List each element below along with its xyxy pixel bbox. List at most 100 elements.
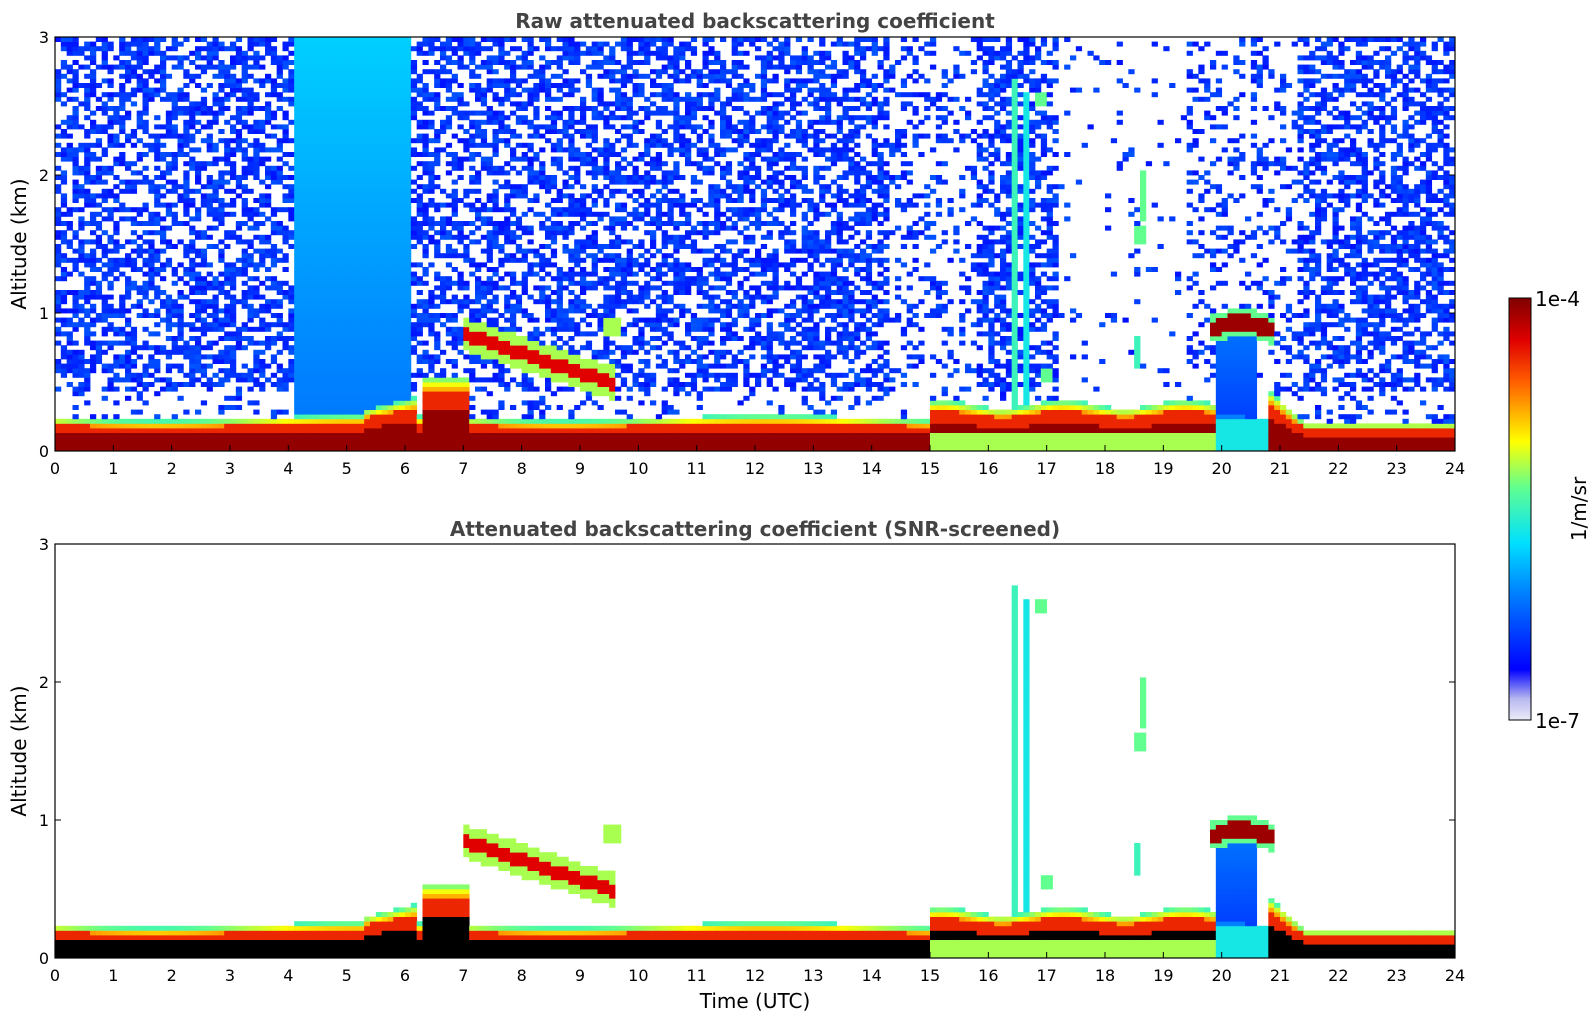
heatmap-cell xyxy=(101,230,108,236)
heatmap-cell xyxy=(212,354,219,360)
heatmap-cell xyxy=(311,64,318,70)
heatmap-cell xyxy=(165,179,173,185)
heatmap-cell xyxy=(387,336,394,341)
heatmap-cell xyxy=(218,184,225,190)
heatmap-cell xyxy=(416,78,423,84)
heatmap-cell xyxy=(422,124,429,130)
heatmap-cell xyxy=(218,101,225,107)
heatmap-cell xyxy=(416,152,423,157)
heatmap-cell xyxy=(428,359,435,364)
heatmap-cell xyxy=(387,418,394,424)
heatmap-cell xyxy=(113,92,120,98)
heatmap-cell xyxy=(206,313,213,318)
heatmap-cell xyxy=(399,441,406,447)
heatmap-cell xyxy=(323,303,330,309)
heatmap-cell xyxy=(364,106,371,111)
heatmap-cell xyxy=(300,418,307,424)
heatmap-cell xyxy=(276,363,283,369)
heatmap-cell xyxy=(445,41,453,47)
heatmap-cell xyxy=(358,216,365,222)
heatmap-cell xyxy=(422,96,429,102)
heatmap-cell xyxy=(381,244,388,249)
heatmap-cell xyxy=(352,216,359,222)
heatmap-cell xyxy=(498,221,505,226)
heatmap-cell xyxy=(387,60,394,65)
heatmap-cell xyxy=(101,428,108,433)
heatmap-cell xyxy=(55,216,62,222)
heatmap-cell xyxy=(218,179,225,185)
heatmap-cell xyxy=(416,432,423,438)
heatmap-cell xyxy=(393,340,400,346)
heatmap-cell xyxy=(55,432,62,438)
heatmap-cell xyxy=(504,78,511,84)
heatmap-cell xyxy=(177,239,184,245)
heatmap-cell xyxy=(381,317,388,323)
heatmap-cell xyxy=(311,428,318,433)
heatmap-cell xyxy=(90,198,97,203)
heatmap-cell xyxy=(475,124,482,130)
heatmap-cell xyxy=(200,87,208,93)
heatmap-cell xyxy=(195,363,202,369)
heatmap-cell xyxy=(346,423,353,429)
heatmap-cell xyxy=(480,331,488,337)
heatmap-cell xyxy=(224,322,231,328)
heatmap-cell xyxy=(294,354,301,360)
heatmap-cell xyxy=(329,303,336,309)
heatmap-cell xyxy=(270,359,278,364)
heatmap-cell xyxy=(230,276,237,282)
heatmap-cell xyxy=(393,285,400,291)
heatmap-cell xyxy=(352,152,359,157)
heatmap-cell xyxy=(463,41,470,47)
heatmap-cell xyxy=(422,271,429,277)
heatmap-cell xyxy=(422,165,429,171)
heatmap-cell xyxy=(189,248,196,254)
heatmap-cell xyxy=(288,230,295,236)
heatmap-cell xyxy=(189,271,196,277)
heatmap-cell xyxy=(364,239,371,245)
heatmap-cell xyxy=(253,409,260,415)
heatmap-cell xyxy=(276,55,283,61)
heatmap-cell xyxy=(486,446,493,451)
heatmap-cell xyxy=(154,147,161,153)
heatmap-cell xyxy=(358,340,365,346)
heatmap-cell xyxy=(107,377,114,383)
heatmap-cell xyxy=(527,345,534,351)
heatmap-cell xyxy=(101,303,108,309)
heatmap-cell xyxy=(101,165,108,171)
heatmap-cell xyxy=(265,340,272,346)
heatmap-cell xyxy=(218,156,225,162)
heatmap-cell xyxy=(72,359,79,364)
heatmap-cell xyxy=(323,106,330,111)
heatmap-cell xyxy=(510,363,517,369)
heatmap-cell xyxy=(375,395,383,401)
heatmap-cell xyxy=(259,303,266,309)
heatmap-cell xyxy=(148,423,155,429)
heatmap-cell xyxy=(60,446,68,451)
heatmap-cell xyxy=(311,349,318,355)
heatmap-cell xyxy=(66,50,73,56)
heatmap-cell xyxy=(142,83,149,88)
heatmap-cell xyxy=(335,349,342,355)
heatmap-cell xyxy=(66,418,73,424)
heatmap-cell xyxy=(206,285,213,291)
heatmap-cell xyxy=(358,317,365,323)
heatmap-cell xyxy=(492,41,499,47)
heatmap-cell xyxy=(72,184,79,190)
heatmap-cell xyxy=(294,101,301,107)
heatmap-cell xyxy=(399,37,406,42)
heatmap-cell xyxy=(160,418,167,424)
heatmap-cell xyxy=(305,193,313,199)
heatmap-cell xyxy=(486,359,493,364)
heatmap-cell xyxy=(270,175,278,180)
heatmap-cell xyxy=(375,391,383,397)
heatmap-cell xyxy=(119,262,126,268)
heatmap-cell xyxy=(445,106,453,111)
heatmap-cell xyxy=(212,96,219,102)
heatmap-cell xyxy=(416,317,423,323)
heatmap-cell xyxy=(317,437,324,443)
heatmap-cell xyxy=(119,257,126,263)
heatmap-cell xyxy=(171,216,178,222)
heatmap-cell xyxy=(340,119,348,125)
heatmap-cell xyxy=(317,400,324,406)
heatmap-cell xyxy=(475,142,482,148)
